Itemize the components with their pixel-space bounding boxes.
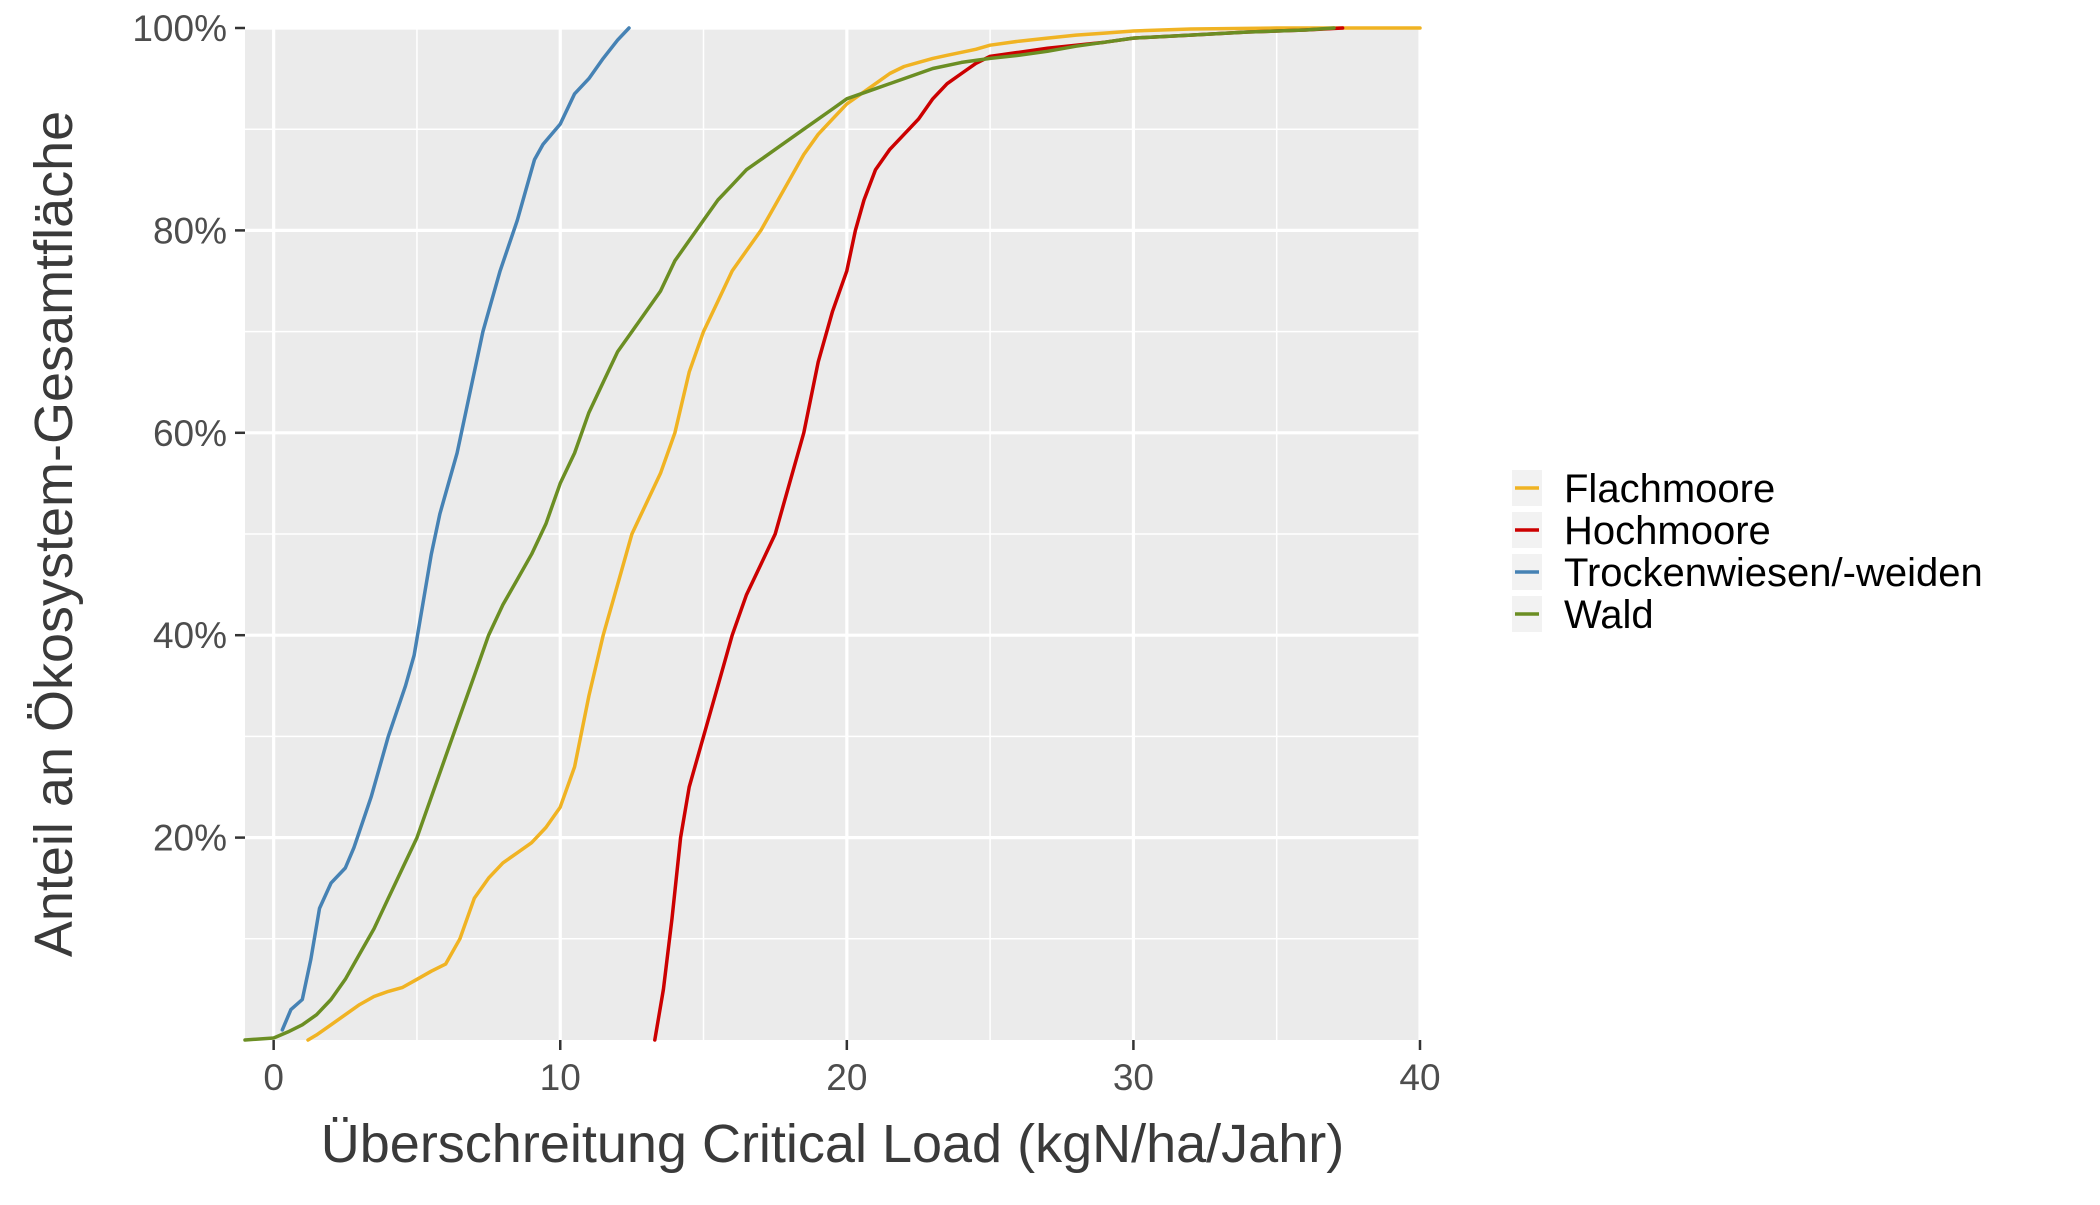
- series-line-flachmoore: [306, 26, 1422, 1042]
- y-tick-label: 40%: [153, 615, 227, 656]
- series-line-trockenwiesen-weiden: [280, 26, 631, 1032]
- legend-label: Flachmoore: [1564, 467, 1775, 511]
- series-line-wald: [243, 26, 1336, 1042]
- legend-label: Trockenwiesen/-weiden: [1564, 551, 1983, 595]
- y-tick-label: 80%: [153, 210, 227, 251]
- chart-legend: FlachmooreHochmooreTrockenwiesen/-weiden…: [1512, 467, 1983, 637]
- x-tick-label: 30: [1113, 1057, 1154, 1098]
- grid-minor-lines: [245, 28, 1420, 1040]
- y-tick-label: 20%: [153, 818, 227, 859]
- y-tick-label: 60%: [153, 413, 227, 454]
- legend-label: Hochmoore: [1564, 509, 1771, 553]
- x-tick-label: 20: [826, 1057, 867, 1098]
- legend-label: Wald: [1564, 593, 1654, 637]
- y-axis-ticks: 20% 40% 60% 80% 100%: [132, 8, 245, 859]
- x-tick-label: 40: [1399, 1057, 1440, 1098]
- x-axis-title: Überschreitung Critical Load (kgN/ha/Jah…: [321, 1114, 1344, 1174]
- y-axis-title: Anteil an Ökosystem-Gesamtfläche: [24, 111, 84, 957]
- x-tick-label: 0: [263, 1057, 284, 1098]
- x-axis-ticks: 0 10 20 30 40: [263, 1040, 1441, 1098]
- x-tick-label: 10: [540, 1057, 581, 1098]
- y-tick-label: 100%: [132, 8, 227, 49]
- series-lines: [243, 26, 1422, 1042]
